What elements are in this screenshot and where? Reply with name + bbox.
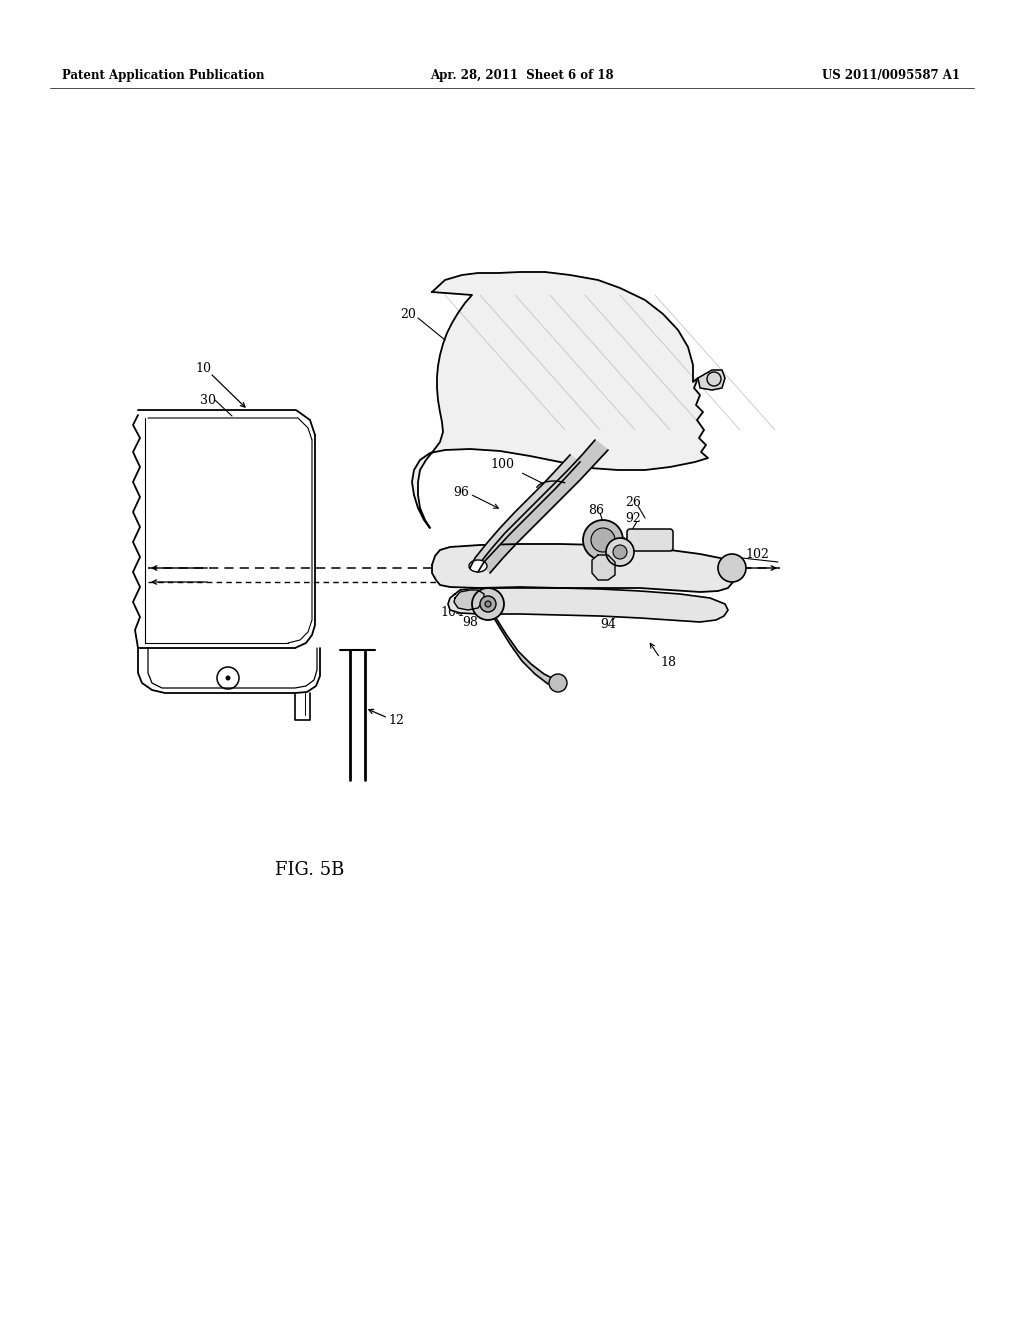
Text: 104: 104 bbox=[440, 606, 464, 619]
Text: 100: 100 bbox=[490, 458, 514, 471]
Text: 94: 94 bbox=[600, 619, 615, 631]
Polygon shape bbox=[480, 440, 608, 573]
FancyBboxPatch shape bbox=[627, 529, 673, 550]
Circle shape bbox=[591, 528, 615, 552]
Text: 10: 10 bbox=[195, 362, 211, 375]
Circle shape bbox=[606, 539, 634, 566]
Text: US 2011/0095587 A1: US 2011/0095587 A1 bbox=[822, 69, 961, 82]
Ellipse shape bbox=[469, 560, 487, 572]
Polygon shape bbox=[470, 455, 580, 572]
Text: 30: 30 bbox=[200, 393, 216, 407]
Polygon shape bbox=[592, 554, 615, 579]
Text: 98: 98 bbox=[462, 615, 478, 628]
Text: 26: 26 bbox=[625, 496, 641, 510]
Circle shape bbox=[472, 587, 504, 620]
Text: 96: 96 bbox=[453, 486, 469, 499]
Text: Patent Application Publication: Patent Application Publication bbox=[62, 69, 264, 82]
Text: 102: 102 bbox=[745, 549, 769, 561]
Circle shape bbox=[225, 676, 230, 681]
Text: 18: 18 bbox=[660, 656, 676, 668]
Polygon shape bbox=[432, 544, 735, 591]
Polygon shape bbox=[449, 587, 728, 622]
Circle shape bbox=[613, 545, 627, 558]
Circle shape bbox=[549, 675, 567, 692]
Text: 12: 12 bbox=[388, 714, 403, 726]
Polygon shape bbox=[698, 370, 725, 389]
Circle shape bbox=[583, 520, 623, 560]
Text: 20: 20 bbox=[400, 309, 416, 322]
Text: 92: 92 bbox=[625, 511, 641, 524]
Polygon shape bbox=[454, 590, 484, 610]
Polygon shape bbox=[490, 609, 554, 684]
Text: 86: 86 bbox=[588, 503, 604, 516]
Polygon shape bbox=[412, 272, 708, 528]
Text: Apr. 28, 2011  Sheet 6 of 18: Apr. 28, 2011 Sheet 6 of 18 bbox=[430, 69, 613, 82]
Text: FIG. 5B: FIG. 5B bbox=[275, 861, 345, 879]
Circle shape bbox=[485, 601, 490, 607]
Circle shape bbox=[480, 597, 496, 612]
Circle shape bbox=[718, 554, 746, 582]
